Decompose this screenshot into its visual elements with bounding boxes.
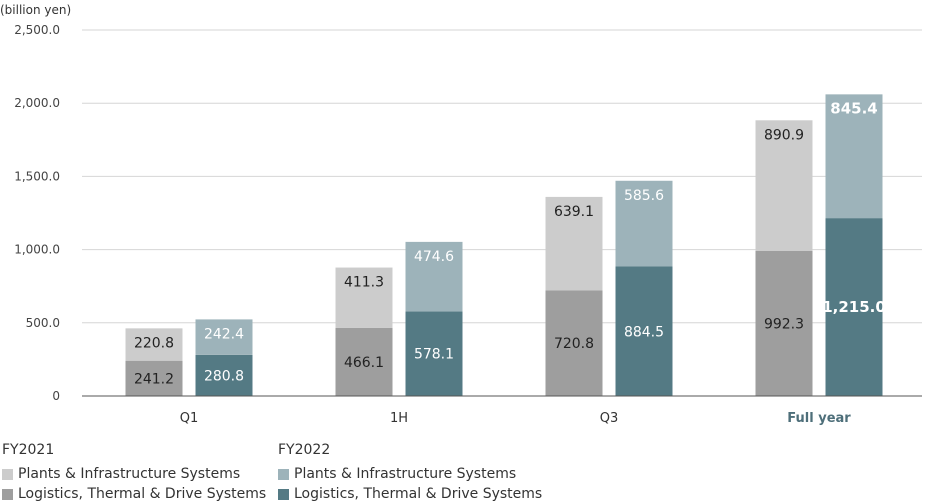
bar-segment	[615, 180, 673, 267]
bar-segment	[335, 327, 393, 396]
data-label: 411.3	[344, 275, 384, 291]
bar-segment	[335, 267, 393, 328]
bar-segment	[755, 120, 813, 251]
data-label: 474.6	[414, 249, 454, 265]
x-tick-label: 1H	[390, 411, 408, 426]
data-label: 241.2	[134, 371, 174, 387]
unit-label: (billion yen)	[0, 3, 71, 17]
legend-item-fy2022-plants: Plants & Infrastructure Systems	[278, 464, 542, 484]
data-label: 280.8	[204, 368, 244, 384]
data-label: 992.3	[764, 316, 804, 332]
data-label: 639.1	[554, 204, 594, 220]
legend-item-fy2021-logistics: Logistics, Thermal & Drive Systems	[2, 484, 266, 504]
data-label: 242.4	[204, 326, 244, 342]
legend-fy2022: FY2022 Plants & Infrastructure Systems L…	[278, 442, 542, 504]
data-label: 585.6	[624, 188, 664, 204]
y-tick-label: 2,500.0	[14, 23, 60, 37]
bar-segment	[405, 311, 463, 396]
bar-segment	[195, 354, 253, 396]
bar-segment	[125, 328, 183, 361]
x-tick-label: Full year	[787, 411, 851, 426]
legend-swatch	[2, 468, 13, 480]
y-axis: 0 500.0 1,000.0 1,500.0 2,000.0 2,500.0	[14, 23, 60, 403]
x-axis: Q1 1H Q3 Full year	[82, 395, 922, 426]
bar-segment	[195, 319, 253, 355]
data-label: 845.4	[830, 99, 877, 117]
bar-segment	[125, 360, 183, 396]
bar-segment	[615, 266, 673, 396]
bar-segment	[405, 241, 463, 312]
bar-segment	[825, 94, 883, 219]
bar-segment	[755, 250, 813, 396]
legend-swatch	[278, 468, 289, 480]
y-tick-label: 1,000.0	[14, 243, 60, 257]
legend-item-fy2022-logistics: Logistics, Thermal & Drive Systems	[278, 484, 542, 504]
legend-item-fy2021-plants: Plants & Infrastructure Systems	[2, 464, 266, 484]
data-label: 720.8	[554, 336, 594, 352]
data-label: 466.1	[344, 355, 384, 371]
data-label: 578.1	[414, 347, 454, 363]
bar-segment	[825, 218, 883, 396]
legend-label: Plants & Infrastructure Systems	[294, 466, 517, 482]
bar-segment	[545, 290, 603, 396]
data-label: 1,215.0	[822, 298, 886, 316]
legend-title-fy2022: FY2022	[278, 442, 331, 458]
legend-swatch	[278, 488, 289, 500]
legend-label: Logistics, Thermal & Drive Systems	[294, 486, 543, 502]
y-tick-label: 1,500.0	[14, 169, 60, 183]
bars: 241.2 220.8 280.8 242.4 466.1 411.3 578.1 474.6…	[125, 94, 886, 396]
data-label: 890.9	[764, 127, 804, 143]
legend-fy2021: FY2021 Plants & Infrastructure Systems L…	[2, 442, 266, 504]
bar-segment	[545, 196, 603, 291]
x-tick-label: Q1	[180, 411, 199, 426]
y-tick-label: 2,000.0	[14, 96, 60, 110]
legend-label: Logistics, Thermal & Drive Systems	[18, 486, 267, 502]
y-tick-label: 500.0	[26, 316, 60, 330]
legend-swatch	[2, 488, 13, 500]
legend-label: Plants & Infrastructure Systems	[18, 466, 241, 482]
y-tick-label: 0	[52, 389, 60, 403]
data-label: 884.5	[624, 324, 664, 340]
legend-title-fy2021: FY2021	[2, 442, 55, 458]
x-tick-label: Q3	[600, 411, 619, 426]
data-label: 220.8	[134, 335, 174, 351]
